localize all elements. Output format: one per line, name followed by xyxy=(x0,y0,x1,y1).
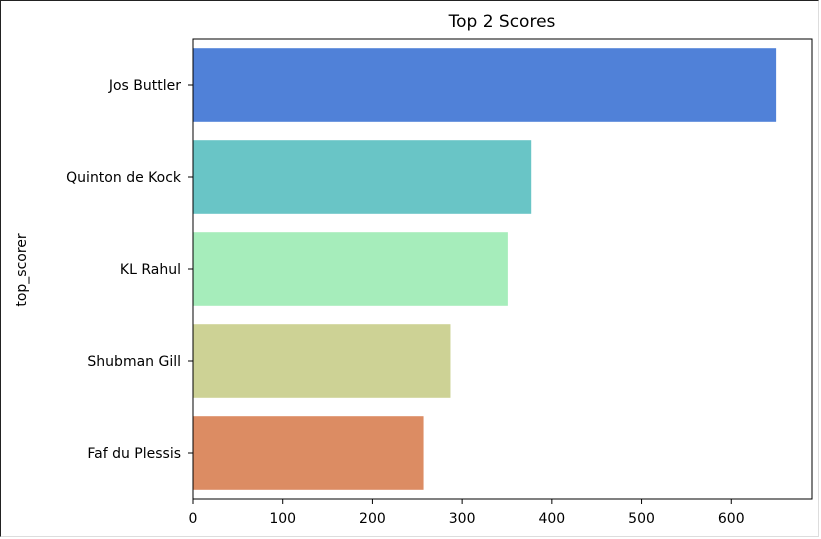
bar-shubman-gill xyxy=(193,324,451,398)
x-tick-label: 200 xyxy=(359,511,386,527)
y-axis-label: top_scorer xyxy=(14,233,30,307)
plot-frame xyxy=(192,38,813,500)
bar-faf-du-plessis xyxy=(193,416,424,490)
bar-kl-rahul xyxy=(193,232,508,306)
x-tick-group: 0 100 200 300 400 500 600 xyxy=(189,499,745,527)
y-tick-label: Faf du Plessis xyxy=(87,446,181,462)
x-tick-label: 600 xyxy=(718,511,745,527)
y-tick-label: Quinton de Kock xyxy=(66,170,182,186)
bar-quinton-de-kock xyxy=(193,140,532,214)
chart-title: Top 2 Scores xyxy=(448,12,556,32)
bars-group xyxy=(193,48,777,490)
x-tick-label: 400 xyxy=(538,511,565,527)
y-tick-label: Jos Buttler xyxy=(108,78,181,94)
y-tick-group: Jos Buttler Quinton de Kock KL Rahul Shubma… xyxy=(66,78,193,462)
x-tick-label: 0 xyxy=(189,511,198,527)
y-tick-label: Shubman Gill xyxy=(87,354,181,370)
x-tick-label: 300 xyxy=(449,511,476,527)
bar-jos-buttler xyxy=(193,48,777,122)
x-tick-label: 500 xyxy=(628,511,655,527)
x-tick-label: 100 xyxy=(269,511,296,527)
y-tick-label: KL Rahul xyxy=(120,262,181,278)
